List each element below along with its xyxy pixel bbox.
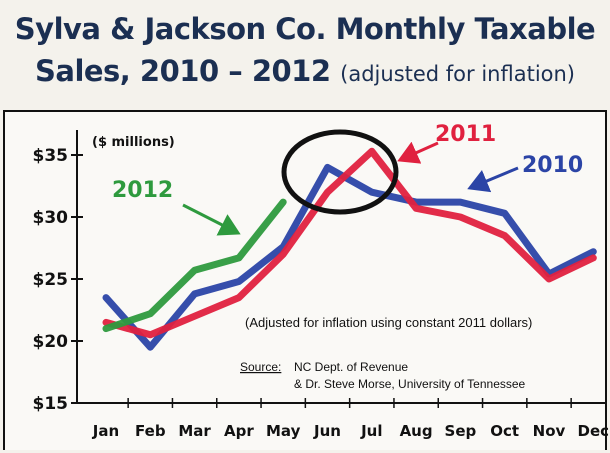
chart-title-subtitle: (adjusted for inflation): [340, 62, 576, 86]
source-line1: NC Dept. of Revenue: [294, 360, 408, 374]
chart-title-line1: Sylva & Jackson Co. Monthly Taxable: [14, 12, 596, 46]
x-tick-label: Dec: [578, 422, 610, 440]
series-label-2012: 2012: [112, 178, 173, 203]
y-tick-label: $30: [33, 208, 69, 228]
x-tick-label: Jan: [92, 422, 119, 440]
series-arrow-2011: [397, 141, 439, 164]
series-line-2010: [102, 163, 597, 351]
y-tick-label: $35: [33, 146, 69, 166]
plot-border: [3, 110, 607, 450]
y-tick-label: $15: [33, 394, 69, 414]
x-tick-label: Apr: [224, 422, 254, 440]
x-tick-label: Nov: [533, 422, 566, 440]
x-tick-label: Jun: [313, 422, 341, 440]
highlight-circle: [281, 129, 399, 215]
x-tick-label: Feb: [135, 422, 166, 440]
y-axis-unit-label: ($ millions): [92, 135, 175, 150]
series-lines: [102, 147, 597, 351]
chart-title-line2: Sales, 2010 – 2012 (adjusted for inflati…: [0, 54, 610, 88]
series-line-2012: [102, 198, 287, 333]
x-tick-label: Sep: [445, 422, 477, 440]
source-line2: & Dr. Steve Morse, University of Tenness…: [294, 377, 526, 391]
x-tick-label: Oct: [490, 422, 519, 440]
chart-title-main: Sales, 2010 – 2012: [34, 54, 331, 88]
y-tick-label: $20: [33, 332, 69, 352]
x-tick-label: Jul: [360, 422, 382, 440]
series-label-2011: 2011: [435, 122, 496, 147]
source-label: Source:: [240, 360, 281, 374]
y-tick-label: $25: [33, 270, 69, 290]
series-label-2010: 2010: [522, 153, 583, 178]
x-tick-label: May: [266, 422, 301, 440]
series-line-2011: [102, 147, 597, 339]
adjusted-note: (Adjusted for inflation using constant 2…: [245, 315, 532, 330]
series-arrow-2010: [467, 166, 519, 193]
x-tick-label: Aug: [400, 422, 433, 440]
x-tick-label: Mar: [178, 422, 211, 440]
axes: $15 $20 $25 $30 $35 Jan Feb Mar Apr May Jun Jul Aug S…: [33, 130, 610, 440]
annotations: 2010 2011 2012 (Adjusted for inflation usin…: [112, 122, 583, 391]
series-arrow-2012: [182, 203, 241, 236]
